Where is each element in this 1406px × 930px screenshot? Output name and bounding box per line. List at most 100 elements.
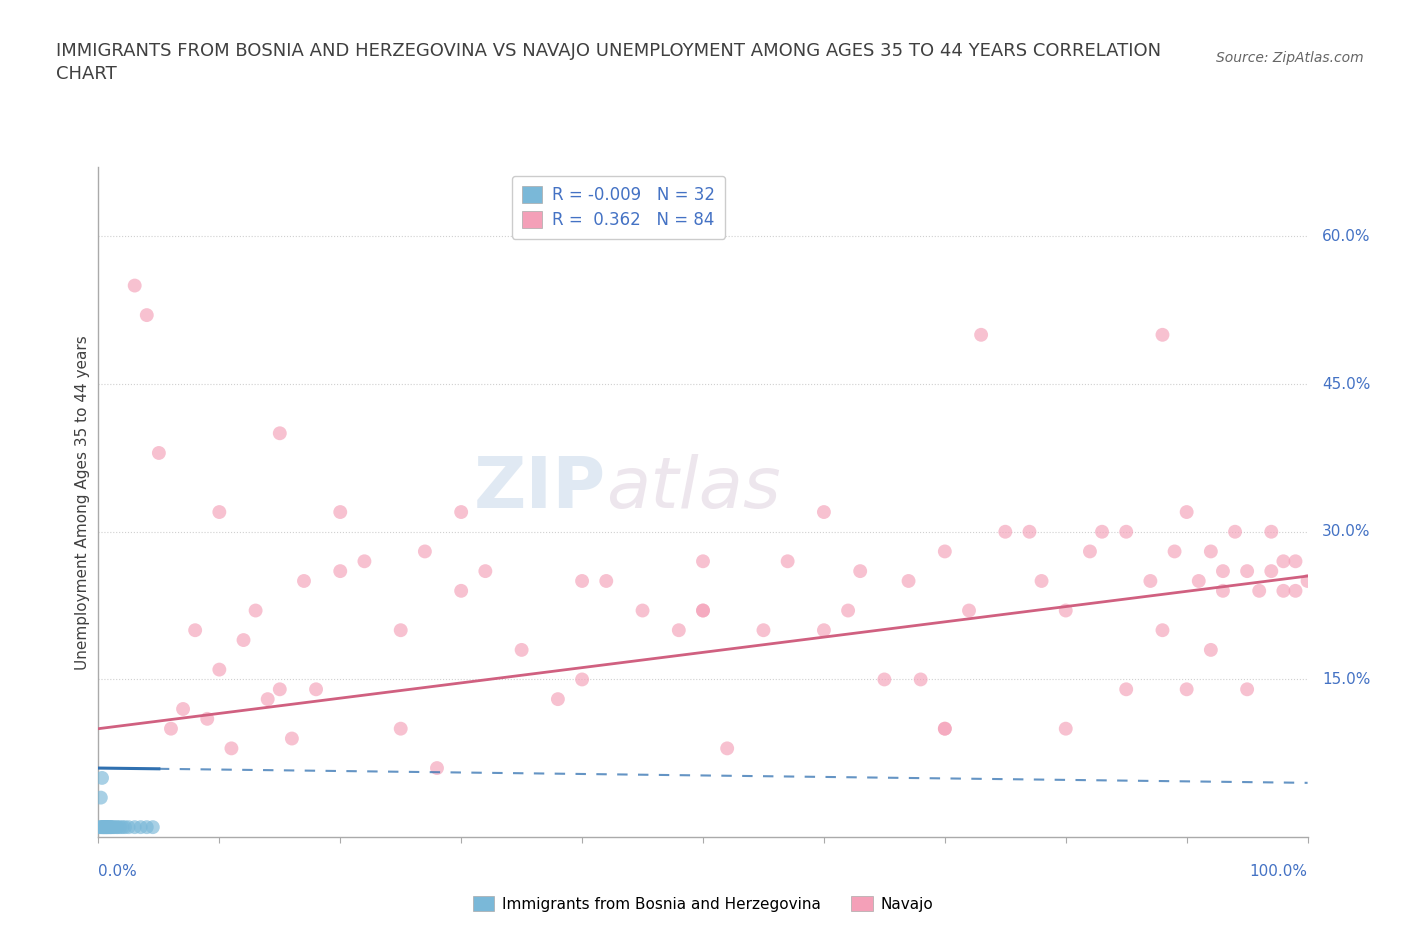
Point xyxy=(813,505,835,520)
Point xyxy=(305,682,328,697)
Point xyxy=(1212,583,1234,598)
Text: IMMIGRANTS FROM BOSNIA AND HERZEGOVINA VS NAVAJO UNEMPLOYMENT AMONG AGES 35 TO 4: IMMIGRANTS FROM BOSNIA AND HERZEGOVINA V… xyxy=(56,42,1161,84)
Point xyxy=(105,819,128,834)
Point xyxy=(91,770,114,785)
Point xyxy=(1078,544,1101,559)
Point xyxy=(107,819,129,834)
Point xyxy=(93,819,115,834)
Point xyxy=(100,819,122,834)
Legend: Immigrants from Bosnia and Herzegovina, Navajo: Immigrants from Bosnia and Herzegovina, … xyxy=(467,890,939,918)
Point xyxy=(208,662,231,677)
Point xyxy=(353,554,375,569)
Point xyxy=(934,722,956,737)
Text: 0.0%: 0.0% xyxy=(98,864,138,879)
Point xyxy=(910,672,932,687)
Text: ZIP: ZIP xyxy=(474,455,606,524)
Point xyxy=(118,819,141,834)
Point xyxy=(221,741,243,756)
Point xyxy=(389,623,412,638)
Point xyxy=(1272,583,1295,598)
Point xyxy=(934,544,956,559)
Point xyxy=(849,564,872,578)
Point xyxy=(474,564,496,578)
Point xyxy=(897,574,920,589)
Point xyxy=(450,583,472,598)
Point xyxy=(98,819,121,834)
Point xyxy=(208,505,231,520)
Point xyxy=(91,819,114,834)
Point xyxy=(1260,525,1282,539)
Point xyxy=(1091,525,1114,539)
Point xyxy=(1175,505,1198,520)
Point xyxy=(1018,525,1040,539)
Point xyxy=(96,819,118,834)
Point xyxy=(716,741,738,756)
Point xyxy=(256,692,278,707)
Y-axis label: Unemployment Among Ages 35 to 44 years: Unemployment Among Ages 35 to 44 years xyxy=(75,335,90,670)
Text: 30.0%: 30.0% xyxy=(1322,525,1371,539)
Point xyxy=(1284,583,1306,598)
Point xyxy=(269,682,291,697)
Point xyxy=(103,819,125,834)
Point xyxy=(837,603,859,618)
Point xyxy=(389,722,412,737)
Point xyxy=(1115,525,1137,539)
Point xyxy=(595,574,617,589)
Point xyxy=(1296,574,1319,589)
Point xyxy=(91,819,114,834)
Point xyxy=(426,761,449,776)
Point xyxy=(94,819,117,834)
Point xyxy=(1284,554,1306,569)
Point xyxy=(281,731,304,746)
Point xyxy=(692,603,714,618)
Point xyxy=(1236,682,1258,697)
Point xyxy=(129,819,152,834)
Point xyxy=(100,819,122,834)
Point xyxy=(668,623,690,638)
Point xyxy=(1152,327,1174,342)
Point xyxy=(148,445,170,460)
Point xyxy=(1139,574,1161,589)
Point xyxy=(752,623,775,638)
Point xyxy=(692,554,714,569)
Point xyxy=(184,623,207,638)
Point xyxy=(571,672,593,687)
Point xyxy=(91,819,114,834)
Point xyxy=(1054,603,1077,618)
Point xyxy=(1163,544,1185,559)
Text: atlas: atlas xyxy=(606,455,780,524)
Point xyxy=(90,819,112,834)
Point xyxy=(135,308,157,323)
Point xyxy=(172,701,194,716)
Point xyxy=(124,819,146,834)
Point xyxy=(329,564,352,578)
Point xyxy=(269,426,291,441)
Point xyxy=(1249,583,1271,598)
Text: 45.0%: 45.0% xyxy=(1322,377,1371,392)
Point xyxy=(813,623,835,638)
Text: 15.0%: 15.0% xyxy=(1322,672,1371,687)
Point xyxy=(1236,564,1258,578)
Point xyxy=(232,632,254,647)
Point xyxy=(873,672,896,687)
Point xyxy=(1152,623,1174,638)
Point xyxy=(1054,722,1077,737)
Point xyxy=(1115,682,1137,697)
Point xyxy=(101,819,124,834)
Point xyxy=(1188,574,1211,589)
Point xyxy=(957,603,980,618)
Point xyxy=(692,603,714,618)
Point xyxy=(93,819,115,834)
Point xyxy=(1223,525,1246,539)
Point xyxy=(571,574,593,589)
Point xyxy=(450,505,472,520)
Point xyxy=(135,819,157,834)
Point xyxy=(1199,544,1222,559)
Point xyxy=(1175,682,1198,697)
Point xyxy=(100,819,122,834)
Point xyxy=(1260,564,1282,578)
Point xyxy=(1212,564,1234,578)
Point xyxy=(776,554,799,569)
Point xyxy=(97,819,120,834)
Point xyxy=(329,505,352,520)
